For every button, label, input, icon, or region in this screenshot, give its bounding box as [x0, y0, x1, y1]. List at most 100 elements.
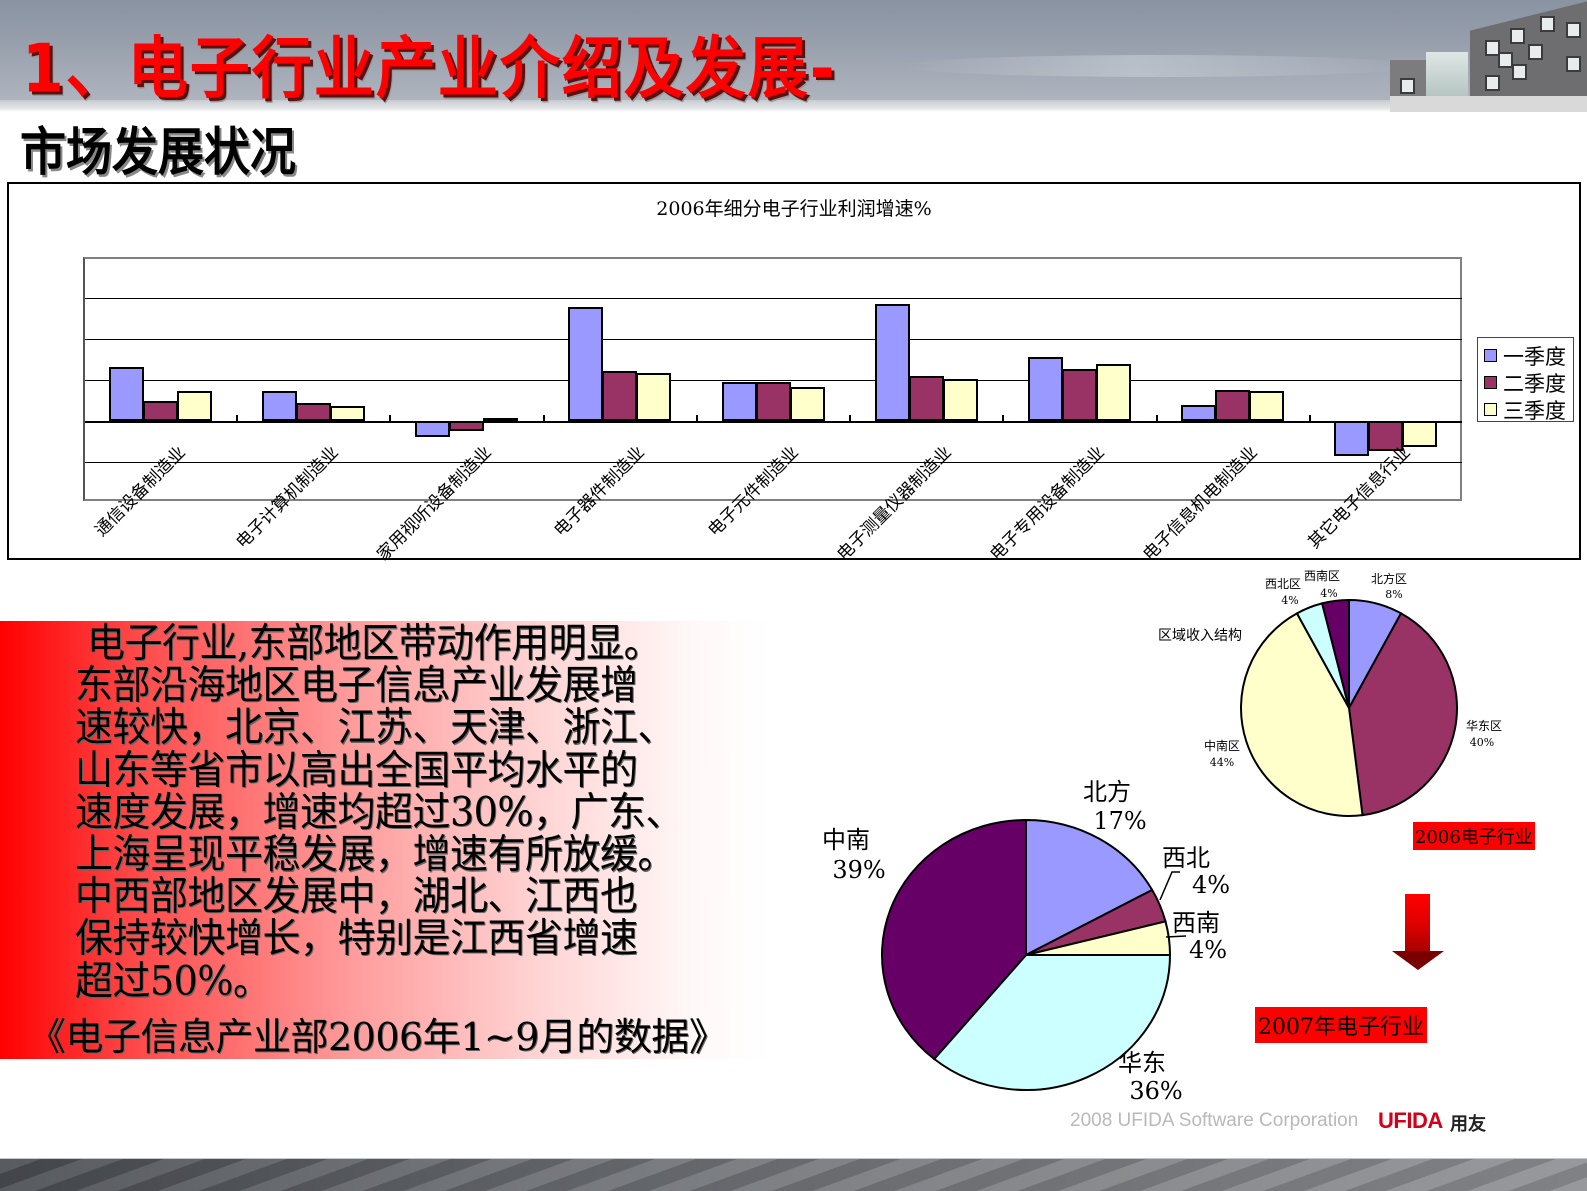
category-tick [1155, 415, 1158, 421]
category-tick [695, 415, 698, 421]
x-axis-line [85, 421, 1462, 423]
body-line: 东部沿海地区电子信息产业发展增 [75, 662, 638, 709]
legend-item: 一季度 [1484, 342, 1569, 369]
bar-1 [1334, 421, 1370, 457]
pie-label: 8% [1385, 588, 1402, 601]
category-tick [542, 415, 545, 421]
body-line: 速度发展，增速均超过30%，广东、 [75, 788, 683, 835]
body-line: 电子行业,东部地区带动作用明显。 [87, 619, 662, 667]
bottom-decoration-strip [0, 1158, 1587, 1191]
bar-3 [1249, 391, 1285, 421]
pie-slice [932, 954, 1172, 1091]
pie-label: 华东 [1118, 1049, 1166, 1077]
legend-swatch [1484, 403, 1497, 416]
pie-slice [881, 818, 1027, 1061]
ufida-logo: UFIDA [1378, 1108, 1443, 1133]
pie-slice [1025, 818, 1154, 957]
category-tick [1308, 415, 1311, 421]
body-paragraph: 电子行业,东部地区带动作用明显。 东部沿海地区电子信息产业发展增 速较快，北京、… [75, 619, 765, 1004]
building-photo [1390, 0, 1587, 112]
pie-label: 西北 [1162, 844, 1210, 872]
badge-2007: 2007年电子行业 [1255, 1007, 1427, 1043]
pie-label: 中南区 [1204, 738, 1240, 753]
bar-2 [908, 375, 944, 421]
bar-chart-title: 2006年细分电子行业利润增速% [656, 198, 932, 220]
bar-3 [789, 387, 825, 421]
page-title: 1、电子行业产业介绍及发展- [22, 29, 837, 109]
category-tick [389, 415, 392, 421]
bar-1 [874, 303, 910, 421]
body-line: 超过50%。 [75, 957, 271, 1004]
body-line: 速较快，北京、江苏、天津、浙江、 [75, 704, 676, 751]
legend-item: 二季度 [1484, 369, 1569, 396]
bar-2 [1061, 369, 1097, 421]
pie-label: 4% [1281, 594, 1298, 607]
pie-label: 4% [1192, 871, 1230, 899]
body-line: 中西部地区发展中，湖北、江西也 [75, 873, 638, 920]
leader-line [1165, 935, 1187, 938]
bar-3 [636, 373, 672, 421]
pie-label: 4% [1320, 587, 1337, 600]
bar-3 [329, 406, 365, 421]
category-tick [849, 415, 852, 421]
legend-label: 二季度 [1503, 371, 1566, 396]
leader-line [1159, 871, 1180, 901]
chart-legend: 一季度 二季度 三季度 [1477, 337, 1574, 423]
bar-3 [942, 379, 978, 421]
legend-swatch [1484, 349, 1497, 362]
body-line: 上海呈现平稳发展，增速有所放缓。 [75, 830, 676, 878]
data-source-citation: 《电子信息产业部2006年1~9月的数据》 [28, 1015, 727, 1059]
bar-3 [176, 391, 212, 421]
pie-label: 北方区 [1371, 571, 1407, 586]
pie-label: 中南 [822, 826, 870, 854]
bar-chart-frame: 2006年细分电子行业利润增速% [7, 182, 1581, 560]
pie-label: 4% [1189, 936, 1227, 964]
gridline [85, 380, 1462, 381]
ufida-logo-cn: 用友 [1450, 1114, 1486, 1135]
bar-3 [1095, 363, 1131, 421]
legend-label: 三季度 [1503, 398, 1566, 423]
bar-2 [1215, 389, 1251, 421]
gridline [85, 298, 1462, 299]
pie-2006-title: 区域收入结构 [1158, 628, 1242, 644]
category-tick [1002, 415, 1005, 421]
header-background [0, 0, 1587, 100]
legend-swatch [1484, 376, 1497, 389]
pie-slice [1240, 611, 1364, 817]
body-line: 山东等省市以高出全国平均水平的 [75, 746, 638, 793]
pie-2006 [1240, 598, 1458, 817]
badge-2006: 2006电子行业 [1413, 822, 1535, 850]
bar-1 [108, 366, 144, 421]
bar-1 [721, 381, 757, 421]
pie-label: 华东区 [1466, 719, 1502, 733]
pie-label: 39% [832, 856, 885, 884]
pie-label: 40% [1470, 736, 1494, 749]
pie-slice [1320, 598, 1350, 709]
plot-area [83, 257, 1462, 501]
footer-copyright: 2008 UFIDA Software Corporation [1070, 1110, 1359, 1131]
pie-label: 北方 [1083, 778, 1131, 806]
gridline [85, 462, 1462, 463]
pie-2007 [881, 818, 1172, 1091]
header-cloud-decoration [900, 55, 1420, 77]
pie-label: 17% [1093, 807, 1146, 835]
body-line: 保持较快增长，特别是江西省增速 [75, 915, 638, 962]
legend-label: 一季度 [1503, 344, 1566, 369]
pie-label: 西南区 [1304, 568, 1340, 583]
bar-1 [568, 307, 604, 421]
down-arrow-icon [1392, 894, 1444, 970]
pie-slice [1347, 611, 1458, 817]
legend-item: 三季度 [1484, 396, 1569, 423]
pie-label: 36% [1129, 1077, 1182, 1105]
category-tick [236, 415, 239, 421]
pie-label: 44% [1210, 756, 1234, 769]
bar-2 [449, 421, 485, 431]
pie-label: 西北区 [1265, 577, 1301, 591]
section-title: 市场发展状况 [20, 122, 296, 183]
header-divider-strip [0, 100, 1587, 112]
gridline [85, 339, 1462, 340]
pie-label: 西南 [1172, 909, 1220, 937]
text-panel-background [0, 621, 770, 1059]
bar-3 [483, 417, 519, 422]
